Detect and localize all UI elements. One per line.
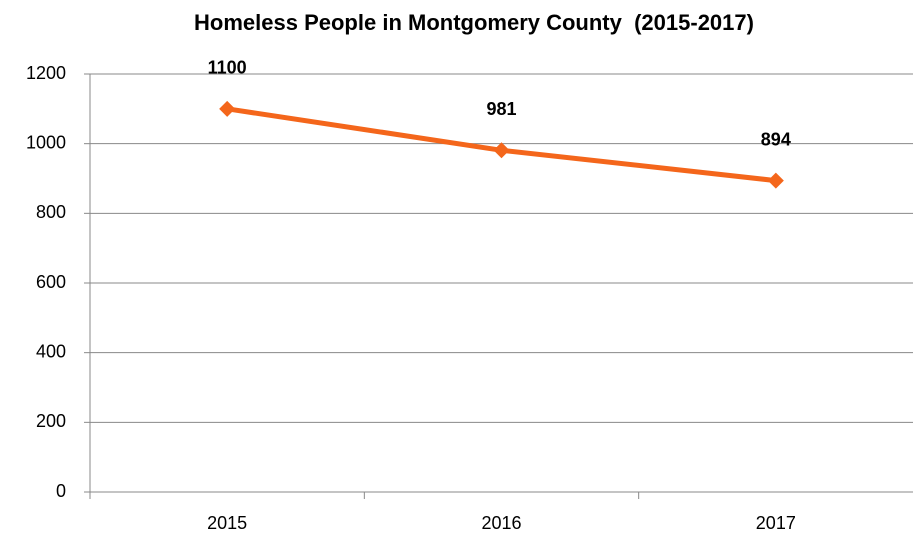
- y-tick-label: 600: [36, 272, 66, 292]
- y-tick-label: 1000: [26, 132, 66, 152]
- data-label: 1100: [208, 58, 247, 78]
- y-tick-label: 0: [56, 481, 66, 501]
- y-tick-label: 800: [36, 202, 66, 222]
- data-label: 981: [486, 99, 516, 119]
- y-tick-label: 200: [36, 411, 66, 431]
- y-tick-label: 400: [36, 341, 66, 361]
- data-label: 894: [761, 129, 791, 149]
- x-tick-label: 2016: [481, 513, 521, 533]
- chart-title: Homeless People in Montgomery County (20…: [194, 10, 754, 35]
- y-tick-label: 1200: [26, 63, 66, 83]
- point-marker: [493, 142, 510, 159]
- x-tick-label: 2015: [207, 513, 247, 533]
- point-marker: [219, 100, 236, 117]
- x-tick-label: 2017: [756, 513, 796, 533]
- point-marker: [767, 172, 784, 189]
